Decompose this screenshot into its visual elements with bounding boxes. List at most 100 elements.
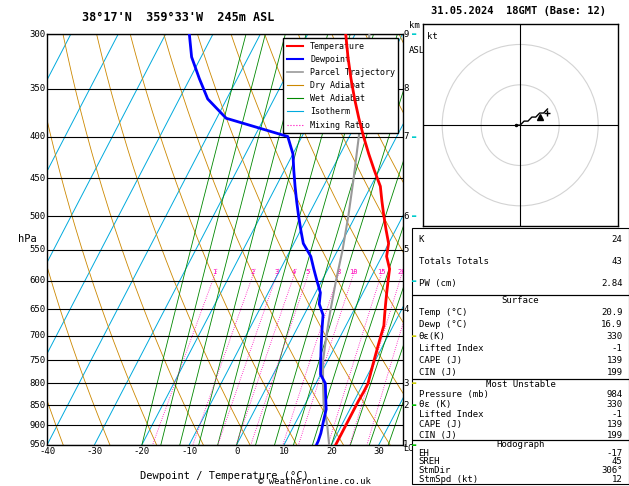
Text: -: - <box>409 274 418 288</box>
Text: ASL: ASL <box>409 46 425 55</box>
Text: hPa: hPa <box>18 234 37 244</box>
Text: 4: 4 <box>292 269 296 275</box>
Text: -17: -17 <box>606 449 623 458</box>
Text: -40: -40 <box>39 447 55 456</box>
Text: -: - <box>409 377 418 390</box>
Text: 350: 350 <box>30 85 45 93</box>
Text: 24: 24 <box>612 235 623 244</box>
Text: 550: 550 <box>30 245 45 255</box>
Text: 2.84: 2.84 <box>601 279 623 288</box>
Text: Lifted Index: Lifted Index <box>418 345 483 353</box>
Text: 700: 700 <box>30 331 45 340</box>
Text: 984: 984 <box>606 390 623 399</box>
Text: 15: 15 <box>377 269 386 275</box>
Text: 12: 12 <box>612 475 623 484</box>
Legend: Temperature, Dewpoint, Parcel Trajectory, Dry Adiabat, Wet Adiabat, Isotherm, Mi: Temperature, Dewpoint, Parcel Trajectory… <box>284 38 398 133</box>
Text: Mixing Ratio (g/kg): Mixing Ratio (g/kg) <box>437 212 446 307</box>
Text: 7: 7 <box>403 132 409 141</box>
Text: Pressure (mb): Pressure (mb) <box>418 390 488 399</box>
Text: -: - <box>409 129 418 143</box>
Text: 10: 10 <box>279 447 289 456</box>
Text: -20: -20 <box>134 447 150 456</box>
Text: Temp (°C): Temp (°C) <box>418 308 467 317</box>
Text: 2: 2 <box>251 269 255 275</box>
Bar <box>412 295 629 379</box>
Text: 43: 43 <box>612 257 623 266</box>
Text: θε (K): θε (K) <box>418 400 451 409</box>
Text: 800: 800 <box>30 379 45 388</box>
Text: 3: 3 <box>275 269 279 275</box>
Text: 300: 300 <box>30 30 45 38</box>
Text: Most Unstable: Most Unstable <box>486 380 555 389</box>
Text: -30: -30 <box>87 447 103 456</box>
Text: 30: 30 <box>374 447 384 456</box>
Text: 0: 0 <box>234 447 240 456</box>
Text: 330: 330 <box>606 400 623 409</box>
Text: CIN (J): CIN (J) <box>418 368 456 378</box>
Text: 750: 750 <box>30 356 45 365</box>
Text: 6: 6 <box>403 211 409 221</box>
Text: -: - <box>409 27 418 41</box>
Text: 900: 900 <box>30 421 45 430</box>
Text: CAPE (J): CAPE (J) <box>418 356 462 365</box>
Text: -10: -10 <box>181 447 198 456</box>
Text: 450: 450 <box>30 174 45 183</box>
Text: 20: 20 <box>326 447 337 456</box>
Text: SREH: SREH <box>418 457 440 467</box>
Text: 850: 850 <box>30 400 45 410</box>
Text: Surface: Surface <box>502 296 539 305</box>
Text: 38°17'N  359°33'W  245m ASL: 38°17'N 359°33'W 245m ASL <box>82 11 275 24</box>
Text: K: K <box>418 235 424 244</box>
Text: CIN (J): CIN (J) <box>418 431 456 440</box>
Text: 3: 3 <box>403 379 409 388</box>
Bar <box>412 228 629 295</box>
Text: 950: 950 <box>30 440 45 449</box>
Text: Dewpoint / Temperature (°C): Dewpoint / Temperature (°C) <box>140 471 309 482</box>
Text: -1: -1 <box>612 410 623 419</box>
Text: Lifted Index: Lifted Index <box>418 410 483 419</box>
Text: 9: 9 <box>403 30 409 38</box>
Text: 306°: 306° <box>601 466 623 475</box>
Text: kt: kt <box>426 33 437 41</box>
Text: 1: 1 <box>403 440 409 449</box>
Text: 16.9: 16.9 <box>601 320 623 330</box>
Text: -: - <box>409 209 418 223</box>
Text: Dewp (°C): Dewp (°C) <box>418 320 467 330</box>
Text: 139: 139 <box>606 356 623 365</box>
Text: 45: 45 <box>612 457 623 467</box>
Text: 199: 199 <box>606 368 623 378</box>
Text: 199: 199 <box>606 431 623 440</box>
Text: 330: 330 <box>606 332 623 341</box>
Text: 20.9: 20.9 <box>601 308 623 317</box>
Text: km: km <box>409 21 420 30</box>
Text: -: - <box>409 329 418 343</box>
Text: CAPE (J): CAPE (J) <box>418 420 462 430</box>
Text: -: - <box>409 438 418 451</box>
Text: 600: 600 <box>30 277 45 285</box>
Text: 500: 500 <box>30 211 45 221</box>
Text: 20: 20 <box>398 269 406 275</box>
Text: StmDir: StmDir <box>418 466 451 475</box>
Text: 400: 400 <box>30 132 45 141</box>
Text: Totals Totals: Totals Totals <box>418 257 488 266</box>
Text: LCL: LCL <box>403 444 418 453</box>
Text: 8: 8 <box>336 269 340 275</box>
Text: 10: 10 <box>349 269 357 275</box>
Text: Hodograph: Hodograph <box>496 440 545 449</box>
Text: -: - <box>409 398 418 412</box>
Text: 5: 5 <box>306 269 310 275</box>
Bar <box>412 440 629 484</box>
Text: 650: 650 <box>30 305 45 314</box>
Text: 4: 4 <box>403 305 409 314</box>
Text: 8: 8 <box>403 85 409 93</box>
Text: PW (cm): PW (cm) <box>418 279 456 288</box>
Text: 31.05.2024  18GMT (Base: 12): 31.05.2024 18GMT (Base: 12) <box>431 6 606 17</box>
Text: StmSpd (kt): StmSpd (kt) <box>418 475 477 484</box>
Text: © weatheronline.co.uk: © weatheronline.co.uk <box>258 476 371 486</box>
Text: 5: 5 <box>403 245 409 255</box>
Text: 2: 2 <box>403 400 409 410</box>
Text: -1: -1 <box>612 345 623 353</box>
Bar <box>412 379 629 440</box>
Text: 1: 1 <box>213 269 217 275</box>
Text: θε(K): θε(K) <box>418 332 445 341</box>
